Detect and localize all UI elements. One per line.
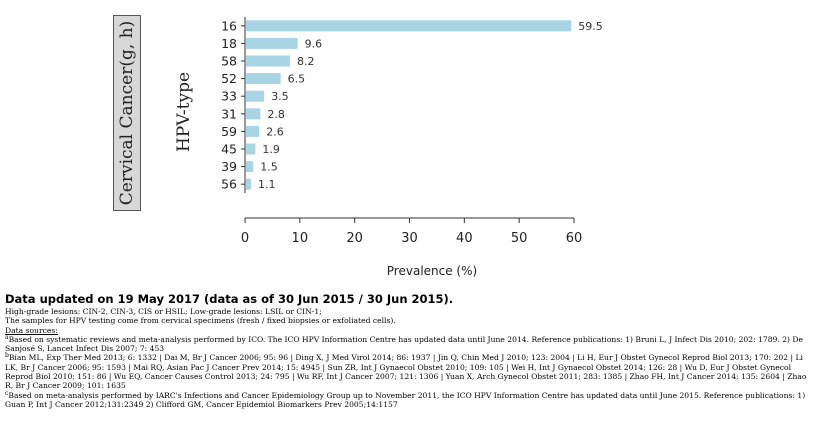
bar <box>246 125 260 137</box>
y-tick-label: 16 <box>221 18 237 33</box>
hpv-prevalence-bar-chart: 16 59.518 9.658 8.252 6.533 3.531 2.859 2.645 1.… <box>221 17 603 278</box>
source-a: aBased on systematic reviews and meta-an… <box>5 333 808 354</box>
bar <box>246 55 290 67</box>
y-tick-label: 52 <box>221 71 237 86</box>
source-b: bBian ML, Exp Ther Med 2013; 6: 1332 | D… <box>5 353 808 390</box>
notes-section: Data updated on 19 May 2017 (data as of … <box>5 292 808 409</box>
bar-value-label: 9.6 <box>305 37 323 50</box>
y-tick-label: 18 <box>221 36 237 51</box>
source-c: cBased on meta-analysis performed by IAR… <box>5 389 808 410</box>
y-tick-label: 45 <box>221 142 237 157</box>
bar <box>246 20 572 32</box>
bar <box>246 108 261 120</box>
bar-group-56: 56 1.1 <box>221 177 275 192</box>
x-tick-label: 20 <box>346 231 363 246</box>
x-axis-label: Prevalence (%) <box>387 264 477 278</box>
y-tick-label: 59 <box>221 124 237 139</box>
bar <box>246 161 254 173</box>
bar <box>246 73 281 85</box>
source-a-mark: a <box>5 333 9 341</box>
bar-value-label: 2.8 <box>267 108 285 121</box>
y-tick-label: 33 <box>221 89 237 104</box>
x-tick-label: 0 <box>241 231 249 246</box>
y-tick-label: 58 <box>221 54 237 69</box>
bar-group-16: 16 59.5 <box>221 18 603 33</box>
bar-group-45: 45 1.9 <box>221 142 280 157</box>
bar <box>246 178 252 190</box>
x-tick-label: 10 <box>292 231 309 246</box>
bar-value-label: 1.5 <box>260 161 278 174</box>
y-tick-label: 31 <box>221 106 237 121</box>
bar-value-label: 1.1 <box>258 178 276 191</box>
data-updated-headline: Data updated on 19 May 2017 (data as of … <box>5 292 454 306</box>
source-b-mark: b <box>5 352 9 360</box>
panel-label-box: Cervical Cancer(g, h) <box>113 15 141 211</box>
x-ticks-group: 0 10 20 30 40 50 60 <box>241 218 582 246</box>
bar-group-31: 31 2.8 <box>221 106 285 121</box>
x-tick-label: 50 <box>511 231 528 246</box>
y-tick-label: 39 <box>221 159 237 174</box>
bar-value-label: 8.2 <box>297 55 315 68</box>
source-c-text: Based on meta-analysis performed by IARC… <box>5 390 806 409</box>
data-sources-title: Data sources: <box>5 325 58 335</box>
bar-group-52: 52 6.5 <box>221 71 305 86</box>
bar-value-label: 6.5 <box>288 73 306 86</box>
source-a-text: Based on systematic reviews and meta-ana… <box>5 334 804 354</box>
samples-note: The samples for HPV testing come from ce… <box>5 316 396 326</box>
bar-group-58: 58 8.2 <box>221 54 314 69</box>
source-c-mark: c <box>5 389 9 397</box>
bar-value-label: 2.6 <box>266 125 284 138</box>
y-tick-label: 56 <box>221 177 237 192</box>
source-b-text: Bian ML, Exp Ther Med 2013; 6: 1332 | Da… <box>5 353 807 391</box>
bar <box>246 143 256 155</box>
bar <box>246 90 265 102</box>
lesions-note: High-grade lesions: CIN-2, CIN-3, CIS or… <box>5 307 322 316</box>
bar <box>246 37 298 49</box>
bars-group: 16 59.518 9.658 8.252 6.533 3.531 2.859 2.645 1.… <box>221 18 603 191</box>
bar-group-18: 18 9.6 <box>221 36 322 51</box>
bar-value-label: 1.9 <box>262 143 280 156</box>
x-tick-label: 60 <box>566 231 583 246</box>
x-tick-label: 30 <box>401 231 418 246</box>
bar-group-33: 33 3.5 <box>221 89 289 104</box>
x-tick-label: 40 <box>456 231 473 246</box>
bar-value-label: 59.5 <box>578 20 603 33</box>
bar-group-59: 59 2.6 <box>221 124 284 139</box>
bar-value-label: 3.5 <box>271 90 289 103</box>
bar-group-39: 39 1.5 <box>221 159 278 174</box>
